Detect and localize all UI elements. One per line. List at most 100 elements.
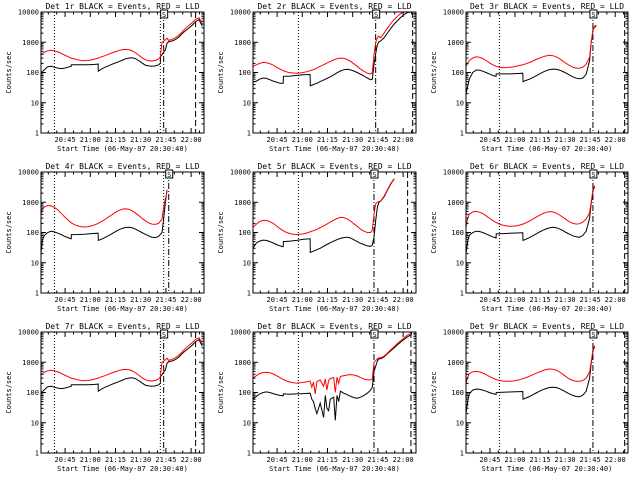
plot-frame [40, 171, 205, 294]
y-tick-label: 100 [238, 389, 251, 397]
x-tick-label: 21:15 [530, 136, 551, 144]
panel-title: Det 2r BLACK = Events, RED = LLD [257, 2, 411, 11]
saa-marker-box [589, 9, 598, 19]
series-events-line [40, 190, 168, 254]
panel-1: Det 1r BLACK = Events, RED = LLD 1 10 100 10… [5, 2, 205, 153]
panel-title: Det 8r BLACK = Events, RED = LLD [257, 322, 411, 331]
y-tick-label: 100 [26, 229, 39, 237]
x-tick-label: 21:30 [130, 296, 151, 304]
x-tick-label: 21:15 [530, 296, 551, 304]
y-axis-label: Counts/sec [217, 371, 225, 413]
y-tick-label: 100 [238, 69, 251, 77]
y-tick-label: 1 [35, 130, 39, 138]
saa-marker-label: S [167, 171, 171, 179]
saa-marker-label: S [372, 171, 376, 179]
y-tick-label: 100 [238, 229, 251, 237]
plot-frame [465, 171, 629, 294]
x-axis-label: Start Time (06-May-07 20:30:40) [269, 305, 400, 313]
x-tick-label: 22:00 [181, 136, 202, 144]
x-tick-label: 21:00 [292, 136, 313, 144]
y-tick-label: 1 [460, 290, 464, 298]
x-tick-label: 21:45 [367, 136, 388, 144]
x-tick-label: 21:45 [580, 456, 601, 464]
panel-title: Det 9r BLACK = Events, RED = LLD [470, 322, 624, 331]
x-tick-label: 21:00 [80, 136, 101, 144]
x-tick-label: 21:15 [317, 456, 338, 464]
x-tick-label: 21:45 [367, 296, 388, 304]
saa-marker-box [589, 329, 598, 339]
y-tick-label: 1000 [447, 39, 464, 47]
y-tick-label: 100 [451, 69, 464, 77]
x-tick-label: 20:45 [55, 136, 76, 144]
saa-marker-label: S [591, 11, 595, 19]
y-tick-label: 1000 [22, 359, 39, 367]
y-tick-label: 10000 [230, 329, 251, 337]
series-lld-line [40, 17, 203, 62]
plot-frame [252, 171, 417, 294]
y-tick-label: 1 [460, 130, 464, 138]
x-tick-label: 21:45 [155, 296, 176, 304]
x-tick-label: 21:30 [342, 136, 363, 144]
saa-marker-box [165, 169, 174, 179]
y-tick-label: 10000 [230, 169, 251, 177]
saa-marker-box [370, 329, 379, 339]
y-tick-label: 10 [243, 259, 251, 267]
plot-frame [40, 331, 205, 454]
y-tick-label: 1000 [447, 199, 464, 207]
y-tick-label: 10 [31, 99, 39, 107]
y-axis-label: Counts/sec [5, 371, 13, 413]
panel-title: Det 1r BLACK = Events, RED = LLD [45, 2, 199, 11]
x-axis-label: Start Time (06-May-07 20:30:40) [57, 145, 188, 153]
panel-title: Det 3r BLACK = Events, RED = LLD [470, 2, 624, 11]
y-tick-label: 1000 [234, 39, 251, 47]
y-tick-label: 1000 [22, 39, 39, 47]
series-events-line [465, 346, 596, 414]
y-tick-label: 10 [456, 419, 464, 427]
y-tick-label: 1 [247, 450, 251, 458]
x-tick-label: 22:00 [605, 296, 626, 304]
x-tick-label: 22:00 [605, 136, 626, 144]
series-lld-line [252, 332, 412, 394]
y-tick-label: 1 [247, 290, 251, 298]
x-tick-label: 20:45 [479, 296, 500, 304]
plot-frame [252, 11, 417, 134]
y-tick-label: 1000 [447, 359, 464, 367]
saa-marker-label: S [372, 331, 376, 339]
panel-title: Det 4r BLACK = Events, RED = LLD [45, 162, 199, 171]
y-axis-label: Counts/sec [5, 211, 13, 253]
y-tick-label: 100 [26, 69, 39, 77]
x-tick-label: 20:45 [267, 456, 288, 464]
x-tick-label: 21:15 [317, 136, 338, 144]
y-tick-label: 10 [456, 99, 464, 107]
x-tick-label: 21:30 [342, 456, 363, 464]
saa-marker-box [160, 329, 169, 339]
panel-7: Det 7r BLACK = Events, RED = LLD 1 10 100 10… [5, 322, 205, 473]
x-tick-label: 21:00 [504, 136, 525, 144]
y-axis-label: Counts/sec [430, 51, 438, 93]
x-tick-label: 22:00 [605, 456, 626, 464]
y-tick-label: 1 [247, 130, 251, 138]
series-lld-line [465, 24, 597, 69]
panel-6: Det 6r BLACK = Events, RED = LLD 1 10 100 10… [430, 162, 629, 313]
series-lld-line [40, 189, 168, 228]
x-tick-label: 22:00 [393, 136, 414, 144]
saa-marker-label: S [162, 331, 166, 339]
x-tick-label: 21:30 [555, 136, 576, 144]
x-tick-label: 21:45 [580, 296, 601, 304]
x-axis-label: Start Time (06-May-07 20:30:40) [57, 305, 188, 313]
saa-marker-label: S [162, 11, 166, 19]
y-tick-label: 1 [460, 450, 464, 458]
x-tick-label: 21:30 [342, 296, 363, 304]
panel-3: Det 3r BLACK = Events, RED = LLD 1 10 100 10… [430, 2, 629, 153]
y-axis-label: Counts/sec [430, 371, 438, 413]
x-tick-label: 21:30 [130, 456, 151, 464]
x-tick-label: 21:30 [555, 456, 576, 464]
saa-marker-label: S [374, 11, 378, 19]
panel-9: Det 9r BLACK = Events, RED = LLD 1 10 100 10… [430, 322, 629, 473]
panel-title: Det 7r BLACK = Events, RED = LLD [45, 322, 199, 331]
x-tick-label: 21:15 [105, 456, 126, 464]
series-lld-line [252, 178, 395, 236]
series-lld-line [252, 11, 415, 75]
x-tick-label: 21:45 [155, 456, 176, 464]
